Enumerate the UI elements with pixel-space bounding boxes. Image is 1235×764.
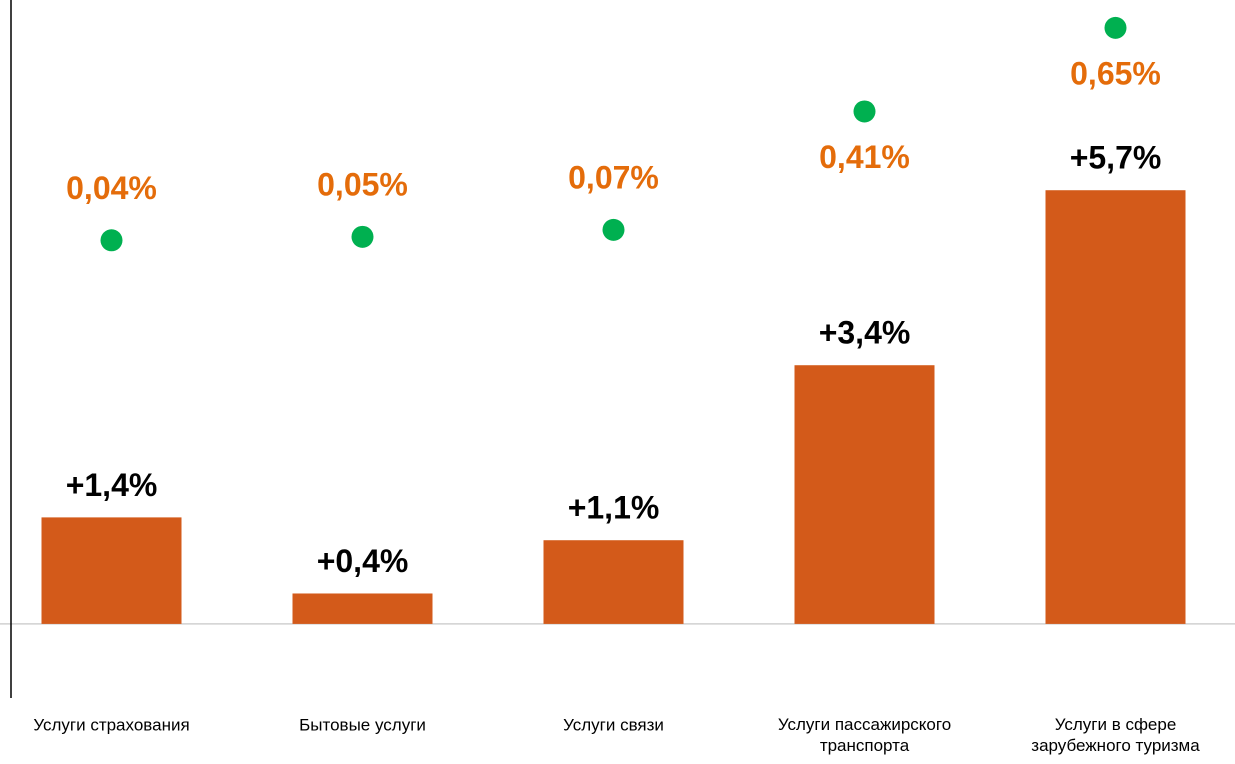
- dot-label: 0,65%: [1070, 55, 1161, 91]
- bar: [543, 540, 684, 624]
- dot: [351, 225, 374, 248]
- bar: [292, 593, 433, 624]
- dot: [1104, 16, 1127, 39]
- dot-label: 0,04%: [66, 170, 157, 206]
- x-tick-label: Услуги страхования: [33, 715, 189, 734]
- dot-label: 0,05%: [317, 166, 408, 202]
- x-tick-label: Услуги в сфере зарубежного туризма: [1031, 715, 1200, 755]
- x-tick-label: Услуги пассажирского транспорта: [778, 715, 951, 755]
- x-tick-label: Услуги связи: [563, 715, 664, 734]
- value-label: +3,4%: [819, 315, 911, 351]
- dot: [602, 218, 625, 241]
- dot: [853, 100, 876, 123]
- bar: [41, 517, 182, 624]
- value-label: +0,4%: [317, 543, 409, 579]
- value-label: +1,4%: [66, 467, 158, 503]
- dot: [100, 229, 123, 252]
- bar: [1045, 190, 1186, 624]
- bar: [794, 365, 935, 624]
- value-label: +1,1%: [568, 490, 660, 526]
- x-tick-label: Бытовые услуги: [299, 715, 426, 734]
- dot-label: 0,41%: [819, 139, 910, 175]
- value-label: +5,7%: [1070, 140, 1162, 176]
- dot-label: 0,07%: [568, 159, 659, 195]
